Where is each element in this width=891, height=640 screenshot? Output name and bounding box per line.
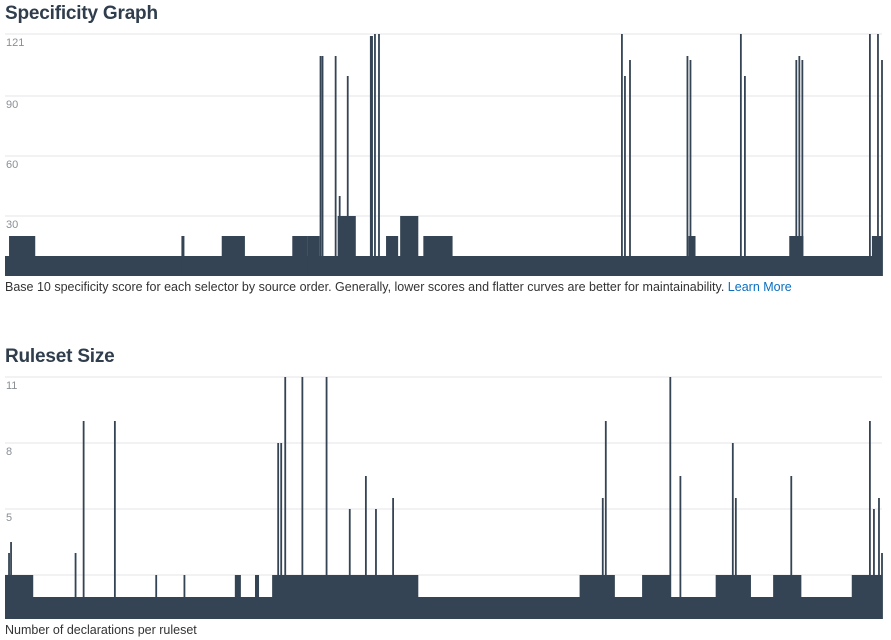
plateau-segment <box>292 236 308 276</box>
spike <box>739 34 742 276</box>
spike <box>350 216 353 276</box>
plateau-segment <box>871 236 882 276</box>
spike <box>629 60 631 276</box>
spike <box>734 498 737 619</box>
y-tick-label: 90 <box>6 99 18 111</box>
spike <box>284 377 287 619</box>
spike <box>392 498 394 619</box>
spike <box>8 553 10 619</box>
y-tick-label: 30 <box>6 219 18 231</box>
spike <box>686 56 689 276</box>
spike <box>346 76 349 276</box>
ruleset-size-chart: 25811 <box>5 376 883 619</box>
spike <box>744 76 746 276</box>
specificity-caption: Base 10 specificity score for each selec… <box>5 280 792 294</box>
spike <box>798 56 801 276</box>
spike <box>183 575 186 619</box>
specificity-caption-text: Base 10 specificity score for each selec… <box>5 280 725 294</box>
plateau-segment <box>9 236 36 276</box>
plateau-segment <box>307 236 320 276</box>
specificity-graph-title: Specificity Graph <box>5 3 158 24</box>
spike <box>348 509 351 619</box>
spike <box>731 443 734 619</box>
plateau-segment <box>688 236 696 276</box>
spike <box>402 216 405 276</box>
spike <box>74 553 77 619</box>
spike <box>375 509 377 619</box>
spike <box>795 60 798 276</box>
ruleset-size-title: Ruleset Size <box>5 346 115 367</box>
spike <box>321 56 324 276</box>
spike <box>301 377 304 619</box>
ruleset-caption: Number of declarations per ruleset <box>5 623 197 637</box>
spike <box>319 56 322 276</box>
spike <box>113 421 116 619</box>
spike <box>869 34 871 276</box>
spike <box>155 575 158 619</box>
y-tick-label: 121 <box>6 37 24 49</box>
spike <box>801 60 804 276</box>
plateau-segment <box>254 575 260 619</box>
plateau-segment <box>642 575 671 619</box>
spike <box>621 34 623 276</box>
spike <box>878 498 880 619</box>
plateau-segment <box>773 575 802 619</box>
y-tick-label: 11 <box>6 380 17 392</box>
plateau-segment <box>579 575 615 619</box>
plateau-segment <box>423 236 453 276</box>
spike <box>364 476 367 619</box>
y-tick-label: 60 <box>6 159 18 171</box>
plateau-segment <box>234 575 241 619</box>
specificity-chart: 30 60 90 121 <box>5 33 883 276</box>
spike <box>604 421 607 619</box>
spike <box>873 509 875 619</box>
plateau-segment <box>851 575 882 619</box>
spike <box>601 498 604 619</box>
spike <box>338 196 341 276</box>
spike <box>334 56 337 276</box>
spike <box>280 443 283 619</box>
learn-more-link[interactable]: Learn More <box>727 280 792 294</box>
plateau-segment <box>113 256 182 276</box>
plateau-segment <box>386 236 399 276</box>
spike <box>412 216 415 276</box>
plateau-segment <box>369 36 373 276</box>
spike <box>877 34 879 276</box>
spike <box>790 476 793 619</box>
y-tick-label: 5 <box>6 512 12 524</box>
spike <box>325 377 328 619</box>
plateau-segment <box>221 236 245 276</box>
spike <box>82 421 85 619</box>
plateau-segment <box>45 256 56 276</box>
spike <box>624 76 626 276</box>
spike <box>378 34 380 276</box>
spike <box>881 553 883 619</box>
spike <box>669 377 672 619</box>
plateau-segment <box>272 575 419 619</box>
spike <box>277 443 280 619</box>
spike <box>374 34 376 276</box>
spike <box>679 476 682 619</box>
spike <box>10 542 12 619</box>
spike <box>407 216 410 276</box>
spike <box>689 60 692 276</box>
spike <box>869 421 871 619</box>
spike <box>881 60 883 276</box>
y-tick-label: 8 <box>6 446 12 458</box>
plateau-segment <box>181 236 185 276</box>
